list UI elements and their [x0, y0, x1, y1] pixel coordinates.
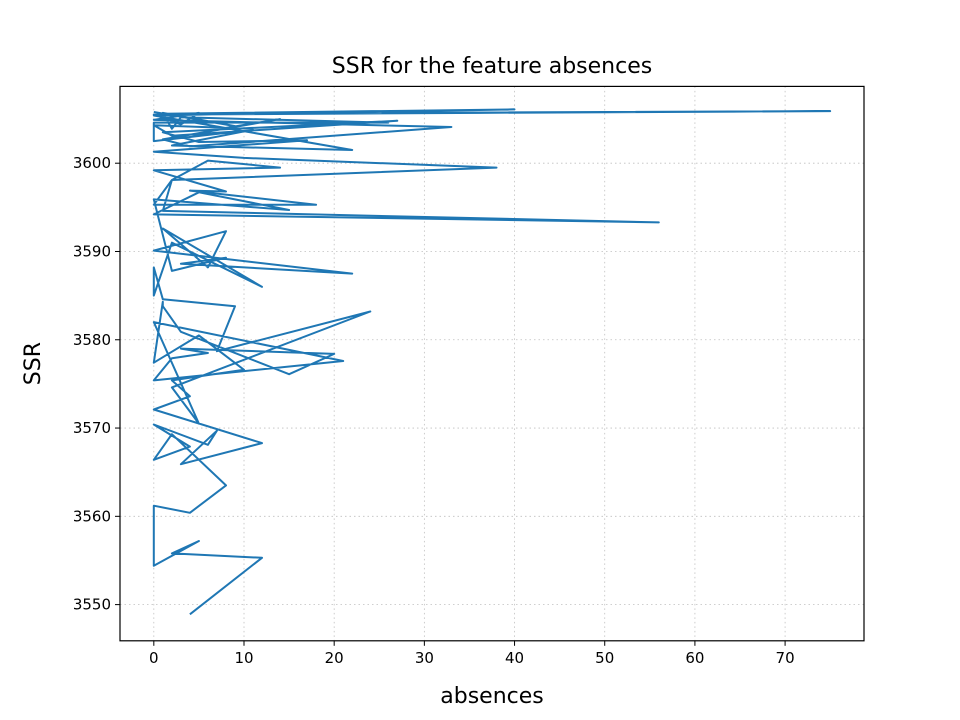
x-axis: 0 10 20 30 40 50 60 70 — [149, 640, 795, 667]
x-axis-label: absences — [440, 684, 543, 709]
x-tick-label: 0 — [149, 649, 159, 667]
series-line — [152, 108, 832, 616]
y-tick-label: 3580 — [73, 331, 111, 349]
plot-frame — [119, 85, 865, 642]
y-tick-label: 3550 — [73, 596, 111, 614]
series-layer — [152, 108, 832, 616]
x-tick-label: 60 — [685, 649, 704, 667]
x-tick-label: 20 — [325, 649, 344, 667]
y-tick-label: 3600 — [73, 154, 111, 172]
x-tick-label: 50 — [595, 649, 614, 667]
y-axis-label: SSR — [21, 342, 46, 385]
y-axis: 3550 3560 3570 3580 3590 3600 — [73, 154, 120, 614]
y-tick-label: 3560 — [73, 507, 111, 525]
y-tick-label: 3590 — [73, 242, 111, 260]
x-tick-label: 10 — [234, 649, 253, 667]
x-tick-label: 40 — [505, 649, 524, 667]
x-tick-label: 70 — [776, 649, 795, 667]
y-tick-label: 3570 — [73, 419, 111, 437]
chart-title: SSR for the feature absences — [332, 54, 652, 79]
x-tick-label: 30 — [415, 649, 434, 667]
